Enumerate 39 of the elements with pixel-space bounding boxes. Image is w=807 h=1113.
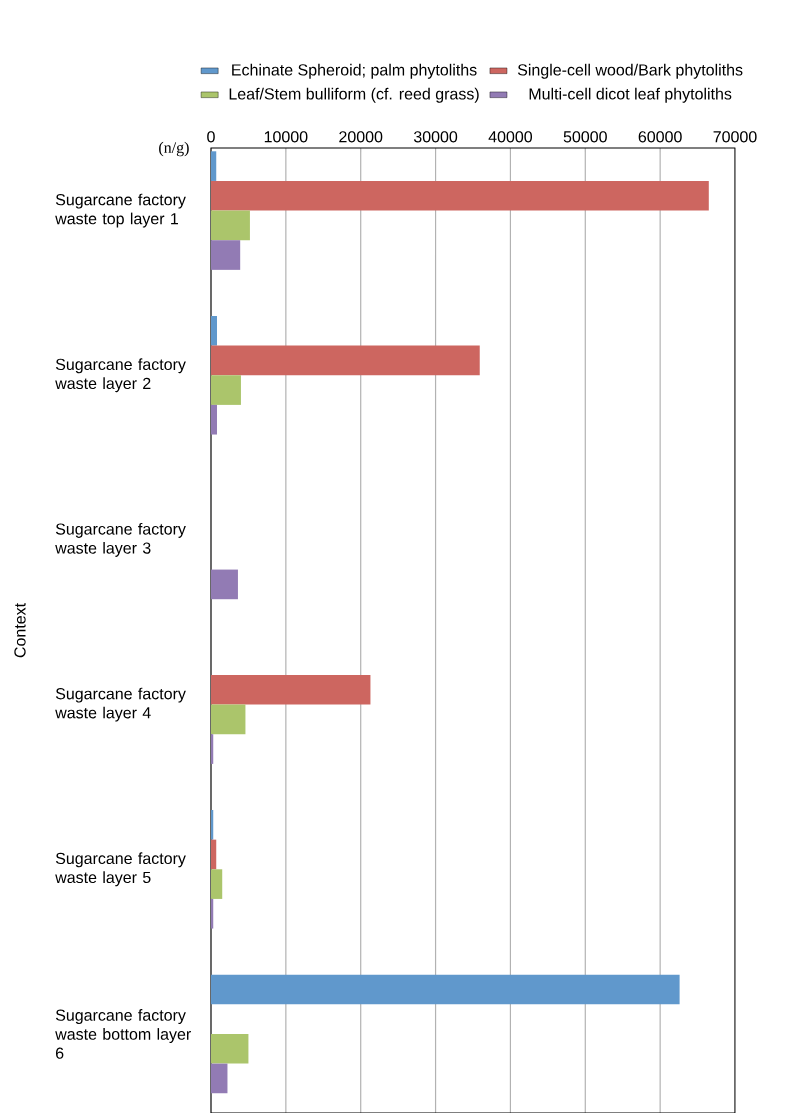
y-tick-label: Sugarcane factory waste layer 5 [55,852,186,887]
bar [211,345,480,376]
x-axis-title: (n/g) [159,141,189,157]
y-tick-label: Sugarcane factory waste layer 3 [55,522,186,557]
bar [211,839,217,870]
bar [211,974,680,1005]
x-tick-label: 30000 [413,131,458,143]
x-tick-label: 20000 [339,131,383,143]
x-tick-label: 40000 [488,131,533,143]
x-tick-label: 0 [207,131,215,143]
y-tick-label: Sugarcane factory waste layer 4 [55,687,186,722]
bar [211,180,709,211]
x-tick-label: 70000 [713,131,757,143]
bar [211,810,214,840]
bar [211,1033,249,1064]
x-tick-label: 50000 [563,131,607,143]
y-tick-label: Sugarcane factory waste bottom layer 6 [55,1009,191,1059]
legend-label: Multi-cell dicot leaf phytoliths [529,87,732,103]
y-axis-title: Context [14,603,26,658]
bar [211,240,241,270]
legend-label: Single-cell wood/Bark phytoliths [517,63,743,79]
bar [211,704,246,735]
legend-label: Leaf/Stem bulliform (cf. reed grass) [229,87,479,103]
x-tick-label: 10000 [264,131,308,143]
bar [211,1063,228,1094]
bar [211,375,241,405]
y-tick-label: Sugarcane factory waste top layer 1 [55,193,186,228]
bar [211,404,217,435]
bar [211,734,214,764]
legend-label: Echinate Spheroid; palm phytoliths [232,63,477,79]
y-tick-label: Sugarcane factory waste layer 2 [55,358,186,393]
bar [211,898,214,929]
x-tick-label: 60000 [638,131,682,143]
bar [211,569,238,600]
bar [211,151,217,181]
bar [211,869,223,899]
bar [211,210,250,241]
bar [211,315,217,346]
bar [211,674,371,705]
